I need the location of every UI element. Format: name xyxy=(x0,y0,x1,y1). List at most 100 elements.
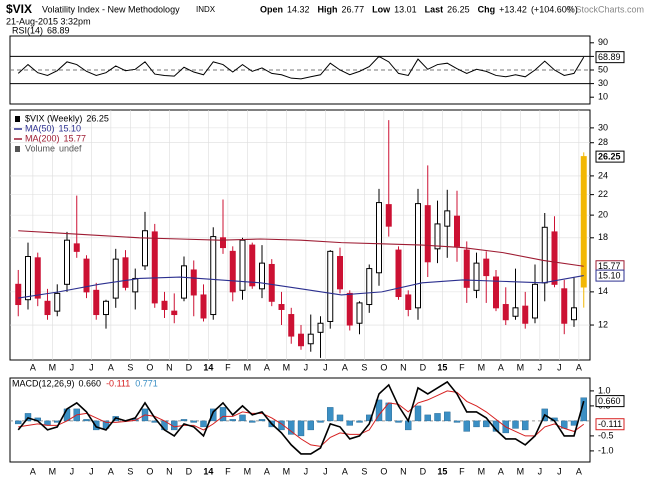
last-value-box xyxy=(595,395,625,408)
candle-body xyxy=(64,239,70,285)
quote-value: +13.42 xyxy=(499,4,527,14)
histogram-bar xyxy=(317,420,324,423)
y-tick-label: 50 xyxy=(598,64,608,74)
candle-body xyxy=(532,283,538,319)
x-tick-label: F xyxy=(459,466,465,476)
histogram-bar xyxy=(278,420,285,431)
histogram-bar xyxy=(93,420,100,431)
x-tick-label: 15 xyxy=(437,362,447,372)
candle-body xyxy=(112,258,119,299)
x-tick-label: J xyxy=(538,466,543,476)
legend-value: undef xyxy=(59,143,82,153)
x-tick-label: A xyxy=(342,466,348,476)
histogram-bar xyxy=(395,420,402,423)
x-tick-label: J xyxy=(89,466,94,476)
candle-body xyxy=(444,210,451,227)
moving-average xyxy=(18,230,584,267)
candle-body xyxy=(541,226,548,284)
x-tick-label: A xyxy=(498,466,504,476)
candle-body xyxy=(34,257,41,299)
histogram-bar xyxy=(200,420,207,428)
last-value-box xyxy=(595,51,625,64)
candle-body xyxy=(337,256,343,290)
x-tick-label: F xyxy=(225,362,231,372)
histogram-bar xyxy=(190,420,197,423)
histogram-bar xyxy=(375,399,383,422)
histogram-bar xyxy=(102,420,110,429)
x-tick-label: O xyxy=(380,362,387,372)
candle-body xyxy=(327,250,334,322)
moving-average xyxy=(18,275,584,299)
candle-body xyxy=(249,244,256,287)
x-tick-label: A xyxy=(264,362,270,372)
candle-body xyxy=(454,215,460,247)
macd-frame xyxy=(9,377,591,463)
candle-body xyxy=(83,258,90,293)
symbol: $VIX xyxy=(6,2,32,16)
candle-body xyxy=(278,304,285,310)
x-tick-label: M xyxy=(478,466,486,476)
last-value-box xyxy=(595,150,625,163)
x-tick-label: J xyxy=(538,362,543,372)
histogram-bar xyxy=(473,420,480,428)
last-value-box xyxy=(595,418,625,431)
x-tick-label: J xyxy=(557,466,562,476)
x-tick-label: J xyxy=(89,362,94,372)
quote-percent: (+104.60%) xyxy=(531,4,578,14)
price-frame xyxy=(9,109,591,361)
candle-body xyxy=(580,156,587,288)
quote-label: Open xyxy=(260,4,283,14)
candle-body xyxy=(463,249,470,288)
histogram-bar xyxy=(288,420,295,435)
candle-body xyxy=(181,265,187,299)
quote-value: 13.01 xyxy=(394,4,417,14)
x-tick-label: D xyxy=(420,362,427,372)
candle-body xyxy=(395,249,402,298)
histogram-bar xyxy=(239,414,246,422)
candle-body xyxy=(103,300,109,316)
x-tick-label: A xyxy=(576,362,582,372)
legend-value: 15.77 xyxy=(64,133,87,143)
candle-body xyxy=(171,310,178,316)
x-tick-label: N xyxy=(400,362,407,372)
candle-body xyxy=(561,288,568,324)
quote-label: Last xyxy=(425,4,444,14)
x-tick-label: 14 xyxy=(203,466,213,476)
histogram-bar xyxy=(434,413,441,422)
candle-body xyxy=(346,292,353,326)
panel-value: 0.660 xyxy=(79,378,102,388)
candle-body xyxy=(220,237,226,249)
candle-body xyxy=(44,300,51,316)
x-tick-label: S xyxy=(361,362,367,372)
candle-body xyxy=(483,258,490,277)
histogram-bar xyxy=(327,407,334,422)
quote-value: 14.32 xyxy=(287,4,310,14)
signal-line xyxy=(18,390,585,447)
candle-body xyxy=(366,268,373,306)
x-tick-label: A xyxy=(108,362,114,372)
panel-value: 0.771 xyxy=(135,378,158,388)
histogram-bar xyxy=(444,411,451,422)
candle-body xyxy=(73,243,80,252)
x-tick-label: O xyxy=(146,466,153,476)
candle-body xyxy=(93,289,100,316)
last-value-label: 15.77 xyxy=(598,261,621,271)
histogram-bar xyxy=(180,419,188,422)
candle-body xyxy=(142,230,148,267)
candle-body xyxy=(424,205,431,263)
x-tick-label: A xyxy=(576,466,582,476)
panel-value: 68.89 xyxy=(47,25,70,35)
candle-body xyxy=(415,203,421,309)
candle-body xyxy=(288,314,295,337)
x-tick-label: A xyxy=(264,466,270,476)
candle-body xyxy=(307,333,314,345)
candle-body xyxy=(473,262,480,291)
last-value-label: 26.25 xyxy=(598,151,621,161)
y-tick-label: 10 xyxy=(598,92,608,102)
x-tick-label: J xyxy=(323,466,328,476)
x-tick-label: M xyxy=(49,362,57,372)
candle-body xyxy=(268,263,275,302)
histogram-bar xyxy=(424,414,431,422)
candle-body xyxy=(405,294,412,310)
